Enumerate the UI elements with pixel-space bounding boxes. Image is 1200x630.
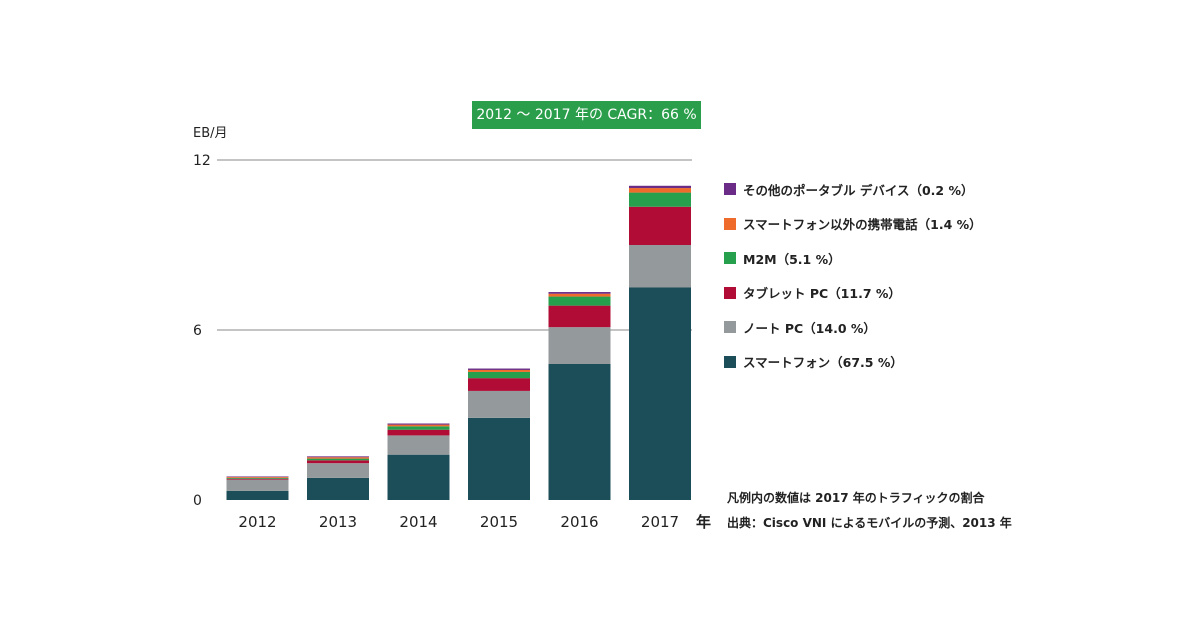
y-axis-label: EB/月 <box>193 126 228 141</box>
y-tick-label: 12 <box>193 153 211 169</box>
bar-segment <box>548 296 611 306</box>
legend-label: スマートフォン以外の携帯電話（1.4 %） <box>743 217 982 232</box>
legend-label: タブレット PC（11.7 %） <box>743 286 901 301</box>
legend-swatch <box>724 286 736 299</box>
bar-segment <box>387 426 450 430</box>
bar-segment <box>629 245 691 288</box>
bar-segment <box>548 293 611 297</box>
bar-segment <box>307 477 369 500</box>
legend-item: その他のポータブル デバイス（0.2 %） <box>724 180 974 198</box>
legend-label: スマートフォン（67.5 %） <box>743 355 903 370</box>
x-tick-label: 2015 <box>480 513 518 531</box>
bar-segment <box>226 476 289 478</box>
legend-item: M2M（5.1 %） <box>724 249 841 267</box>
legend-label: ノート PC（14.0 %） <box>743 320 876 336</box>
bar-segment <box>548 364 611 500</box>
bar-segment <box>548 327 611 364</box>
legend-label: M2M（5.1 %） <box>743 251 841 267</box>
bar-segment <box>307 458 369 461</box>
legend-swatch <box>724 252 736 264</box>
bar-segment <box>307 456 369 458</box>
bar-segment <box>226 479 289 491</box>
bar-segment <box>629 287 691 500</box>
bar-segment <box>307 457 369 459</box>
x-tick-label: 2012 <box>238 513 276 531</box>
bar-segment <box>307 460 369 464</box>
bar-segment <box>387 424 450 427</box>
bar-segment <box>468 371 530 379</box>
bar-segment <box>468 369 530 372</box>
bar-segment <box>629 192 691 207</box>
legend-note: 凡例内の数値は 2017 年のトラフィックの割合 <box>727 491 985 505</box>
y-tick-label: 6 <box>193 323 202 339</box>
bar-segment <box>468 390 530 418</box>
bar-segment <box>387 429 450 436</box>
legend-swatch <box>724 183 736 195</box>
legend-item: スマートフォン（67.5 %） <box>724 353 903 371</box>
source-note: 出典：Cisco VNI によるモバイルの予測、2013 年 <box>727 516 1012 530</box>
bar-segment <box>468 378 530 391</box>
bar-segment <box>629 188 691 193</box>
bar-segment <box>226 478 289 480</box>
legend-label: その他のポータブル デバイス（0.2 %） <box>743 182 974 198</box>
x-tick-label: 2017 <box>641 513 679 531</box>
bar-segment <box>307 463 369 478</box>
bar-segment <box>387 454 450 500</box>
legend-item: スマートフォン以外の携帯電話（1.4 %） <box>724 215 982 233</box>
bar-segment <box>387 423 450 425</box>
bar-segment <box>629 206 691 245</box>
legend-swatch <box>724 321 736 333</box>
legend-item: タブレット PC（11.7 %） <box>724 284 901 302</box>
bar-segment <box>468 368 530 370</box>
bar-segment <box>387 435 450 455</box>
bar-segment <box>629 185 691 189</box>
cagr-annotation: 2012 ～ 2017 年の CAGR：66 % <box>472 101 701 129</box>
legend-swatch <box>724 355 736 368</box>
x-tick-label: 2014 <box>399 513 437 531</box>
x-axis-suffix: 年 <box>696 513 711 531</box>
bar-segment <box>468 417 530 500</box>
x-tick-label: 2013 <box>319 513 357 531</box>
bar-segment <box>226 477 289 479</box>
legend-item: ノート PC（14.0 %） <box>724 318 876 336</box>
legend-swatch <box>724 217 736 230</box>
bar-segment <box>548 292 611 294</box>
bar-segment <box>548 305 611 328</box>
bar-segment <box>226 490 289 500</box>
bar-segment <box>226 477 289 478</box>
x-tick-label: 2016 <box>560 513 598 531</box>
y-tick-label: 0 <box>193 493 202 509</box>
